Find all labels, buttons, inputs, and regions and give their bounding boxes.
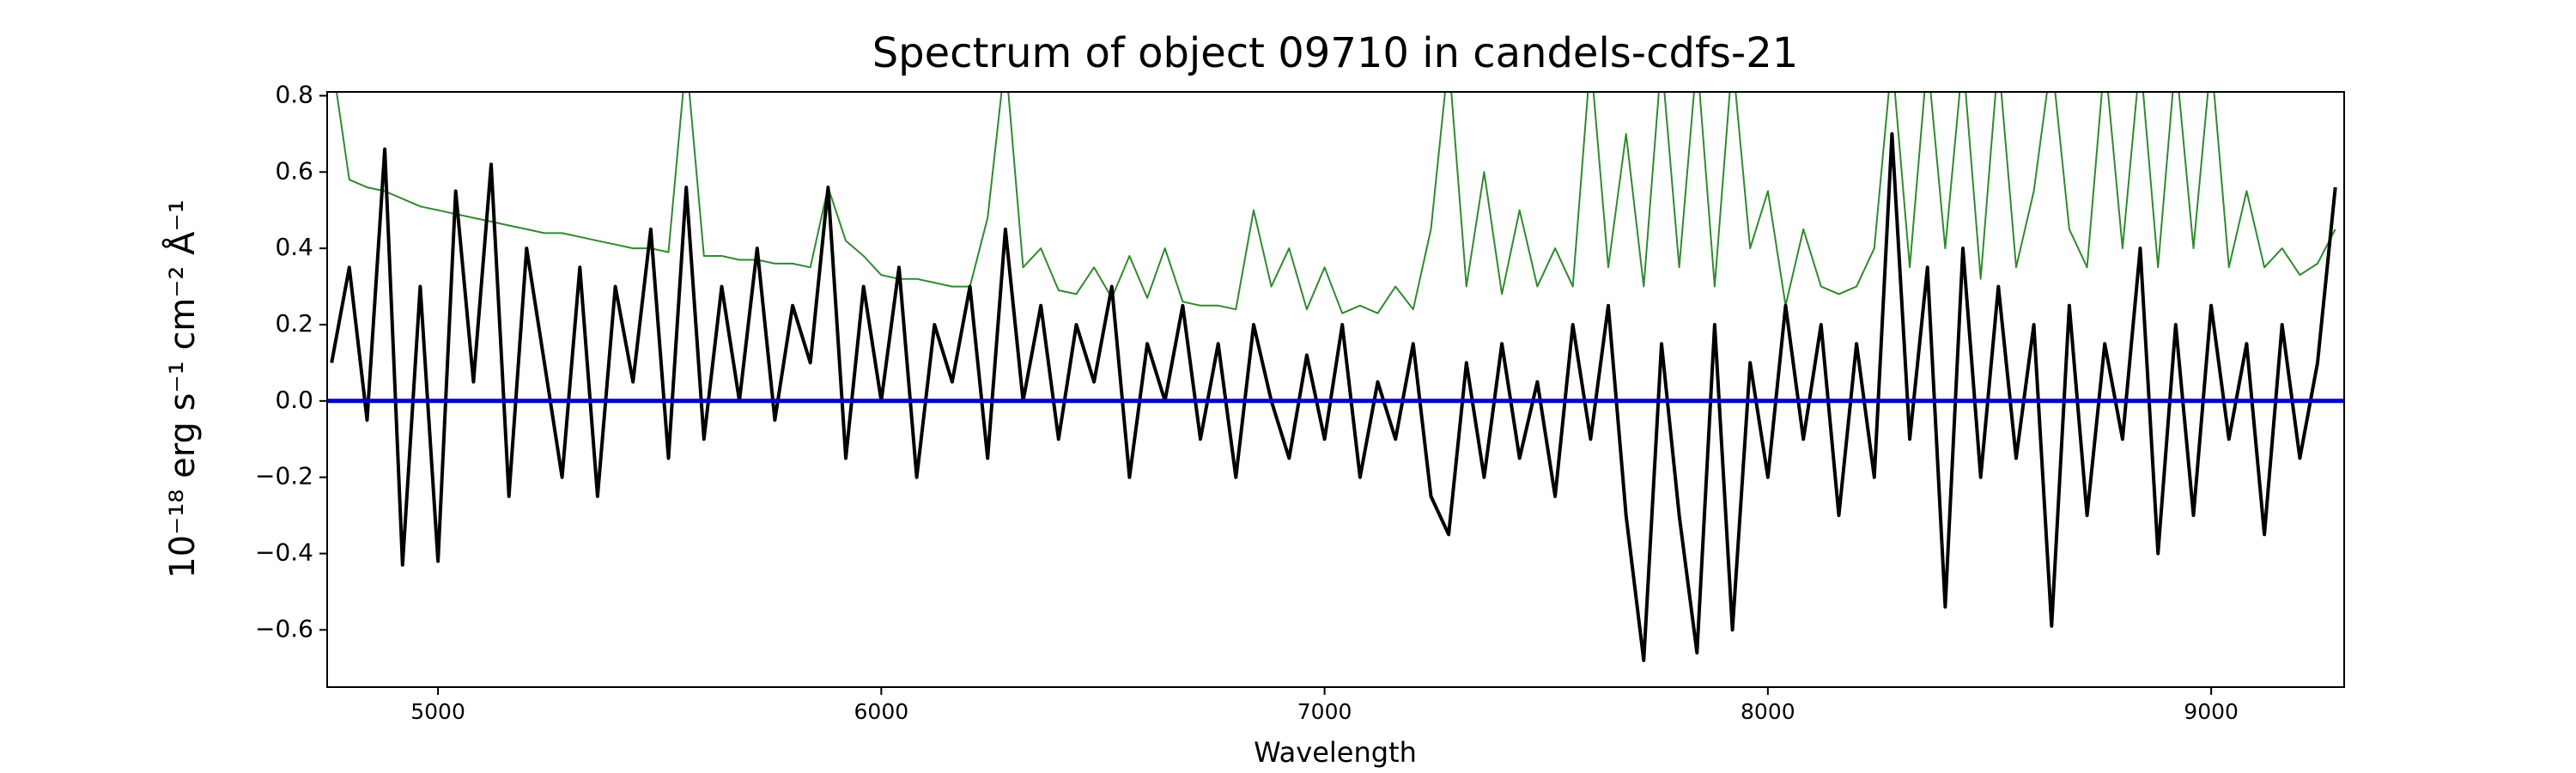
y-tick-label: 0.6 [275, 156, 313, 185]
y-tick-label: −0.6 [255, 614, 313, 642]
y-tick-label: 0.0 [275, 386, 313, 414]
spectrum-line [335, 92, 2336, 314]
spectrum-line [330, 131, 2337, 662]
y-tick-label: −0.2 [255, 462, 313, 490]
y-tick-label: 0.8 [275, 80, 313, 108]
y-tick-label: 0.2 [275, 309, 313, 338]
x-tick-label: 5000 [410, 699, 465, 724]
x-tick-label: 7000 [1297, 699, 1352, 724]
y-tick-label: −0.4 [255, 539, 313, 567]
y-tick-label: 0.4 [275, 233, 313, 261]
x-tick-label: 8000 [1741, 699, 1795, 724]
plot-frame [326, 91, 2345, 688]
x-axis-label: Wavelength [1254, 736, 1417, 769]
x-tick-label: 6000 [854, 699, 909, 724]
x-tick-label: 9000 [2184, 699, 2239, 724]
chart-title: Spectrum of object 09710 in candels-cdfs… [872, 29, 1799, 77]
plot-area [327, 92, 2344, 662]
y-axis-label: 10⁻¹⁸ erg s⁻¹ cm⁻² Å⁻¹ [161, 199, 203, 578]
